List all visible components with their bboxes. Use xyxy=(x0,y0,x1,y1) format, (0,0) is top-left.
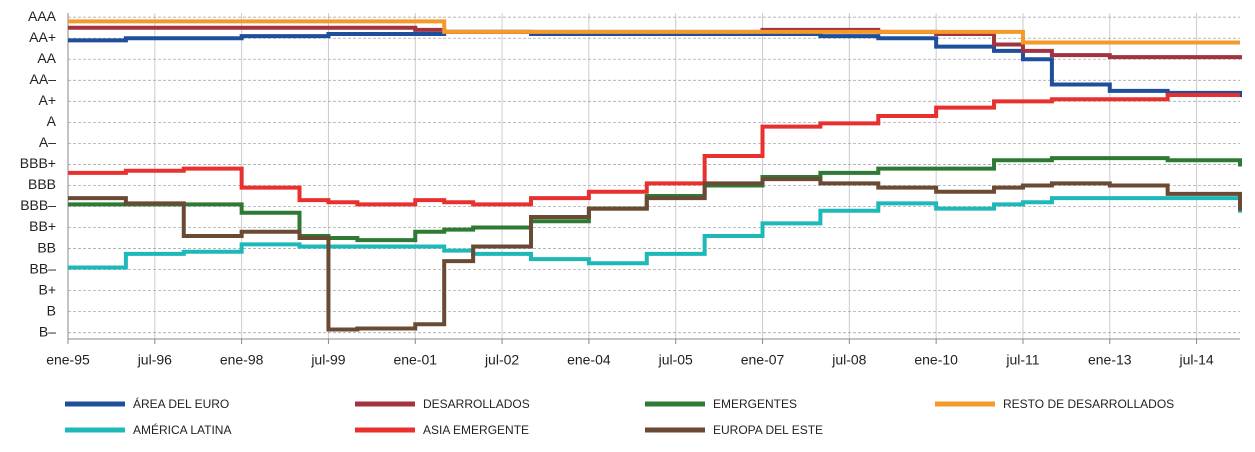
y-tick-label: AA– xyxy=(30,71,57,87)
x-tick-label: jul-08 xyxy=(831,352,866,368)
y-tick-label: B xyxy=(47,302,56,318)
x-tick-label: ene-95 xyxy=(46,352,90,368)
x-tick-label: ene-07 xyxy=(741,352,785,368)
x-tick-label: ene-04 xyxy=(567,352,611,368)
legend-label: EMERGENTES xyxy=(713,397,797,411)
x-tick-label: ene-13 xyxy=(1088,352,1132,368)
legend-label: DESARROLLADOS xyxy=(423,397,530,411)
y-tick-label: BBB+ xyxy=(20,155,56,171)
x-tick-label: ene-10 xyxy=(914,352,958,368)
legend-label: ASIA EMERGENTE xyxy=(423,423,529,437)
y-tick-label: A+ xyxy=(38,92,56,108)
x-tick-label: jul-99 xyxy=(310,352,345,368)
y-tick-label: AA xyxy=(37,50,56,66)
legend-label: AMÉRICA LATINA xyxy=(133,422,231,437)
series-line xyxy=(68,196,1242,270)
y-tick-label: BB xyxy=(37,239,56,255)
x-tick-label: jul-02 xyxy=(484,352,519,368)
y-tick-label: BBB xyxy=(28,176,56,192)
y-tick-label: B– xyxy=(39,323,56,339)
x-tick-label: jul-96 xyxy=(137,352,172,368)
y-tick-label: A– xyxy=(39,134,56,150)
y-tick-label: BB– xyxy=(30,260,57,276)
x-tick-label: jul-11 xyxy=(1005,352,1039,368)
series-line xyxy=(68,93,1240,207)
y-tick-label: BBB– xyxy=(20,197,56,213)
x-tick-label: jul-14 xyxy=(1178,352,1213,368)
y-tick-label: AAA xyxy=(28,8,57,24)
y-tick-label: B+ xyxy=(38,281,56,297)
series-line xyxy=(68,29,1242,98)
x-tick-label: ene-01 xyxy=(393,352,437,368)
legend-label: RESTO DE DESARROLLADOS xyxy=(1003,397,1174,411)
y-tick-label: A xyxy=(47,113,57,129)
legend-label: EUROPA DEL ESTE xyxy=(713,423,823,437)
series-line xyxy=(68,177,1242,332)
x-tick-label: ene-98 xyxy=(220,352,264,368)
legend-label: ÁREA DEL EURO xyxy=(133,396,229,411)
y-tick-label: AA+ xyxy=(29,29,56,45)
series-line xyxy=(68,19,1240,45)
x-tick-label: jul-05 xyxy=(658,352,693,368)
y-tick-label: BB+ xyxy=(29,218,56,234)
